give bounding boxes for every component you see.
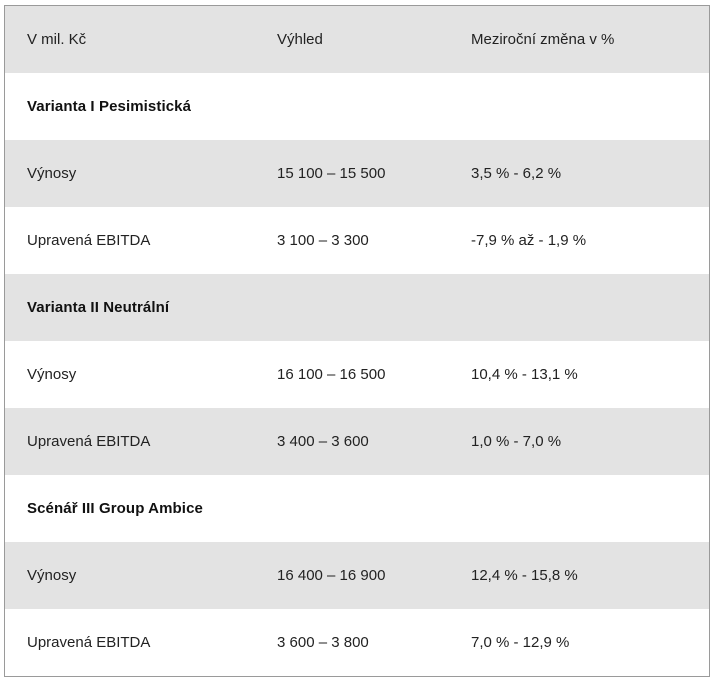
section-row-neutral: Varianta II Neutrální bbox=[5, 274, 709, 341]
table-row: Upravená EBITDA 3 600 – 3 800 7,0 % - 12… bbox=[5, 609, 709, 676]
change-cell: 3,5 % - 6,2 % bbox=[471, 165, 562, 182]
metric-label: Výnosy bbox=[27, 567, 77, 584]
metric-label: Výnosy bbox=[27, 366, 77, 383]
column-header-outlook: Výhled bbox=[277, 31, 323, 48]
table-row: Výnosy 15 100 – 15 500 3,5 % - 6,2 % bbox=[5, 140, 709, 207]
change-cell: 12,4 % - 15,8 % bbox=[471, 567, 578, 584]
section-row-group-ambition: Scénář III Group Ambice bbox=[5, 475, 709, 542]
section-row-pessimistic: Varianta I Pesimistická bbox=[5, 73, 709, 140]
outlook-cell: 3 600 – 3 800 bbox=[277, 634, 369, 651]
outlook-cell: 15 100 – 15 500 bbox=[277, 165, 386, 182]
table-header-row: V mil. Kč Výhled Meziroční změna v % bbox=[5, 6, 709, 73]
change-cell: 1,0 % - 7,0 % bbox=[471, 433, 562, 450]
table-row: Výnosy 16 400 – 16 900 12,4 % - 15,8 % bbox=[5, 542, 709, 609]
section-title: Varianta II Neutrální bbox=[27, 299, 170, 316]
table-row: Upravená EBITDA 3 400 – 3 600 1,0 % - 7,… bbox=[5, 408, 709, 475]
financial-outlook-table: V mil. Kč Výhled Meziroční změna v % Var… bbox=[4, 5, 710, 677]
change-cell: 10,4 % - 13,1 % bbox=[471, 366, 578, 383]
outlook-cell: 16 100 – 16 500 bbox=[277, 366, 386, 383]
metric-label: Upravená EBITDA bbox=[27, 232, 151, 249]
change-cell: -7,9 % až - 1,9 % bbox=[471, 232, 587, 249]
metric-label: Upravená EBITDA bbox=[27, 433, 151, 450]
change-cell: 7,0 % - 12,9 % bbox=[471, 634, 570, 651]
metric-label: Výnosy bbox=[27, 165, 77, 182]
section-title: Scénář III Group Ambice bbox=[27, 500, 203, 517]
column-header-yoy-change: Meziroční změna v % bbox=[471, 31, 615, 48]
outlook-cell: 16 400 – 16 900 bbox=[277, 567, 386, 584]
table-row: Výnosy 16 100 – 16 500 10,4 % - 13,1 % bbox=[5, 341, 709, 408]
section-title: Varianta I Pesimistická bbox=[27, 98, 192, 115]
table-row: Upravená EBITDA 3 100 – 3 300 -7,9 % až … bbox=[5, 207, 709, 274]
outlook-cell: 3 400 – 3 600 bbox=[277, 433, 369, 450]
column-header-unit: V mil. Kč bbox=[27, 31, 87, 48]
metric-label: Upravená EBITDA bbox=[27, 634, 151, 651]
outlook-cell: 3 100 – 3 300 bbox=[277, 232, 369, 249]
